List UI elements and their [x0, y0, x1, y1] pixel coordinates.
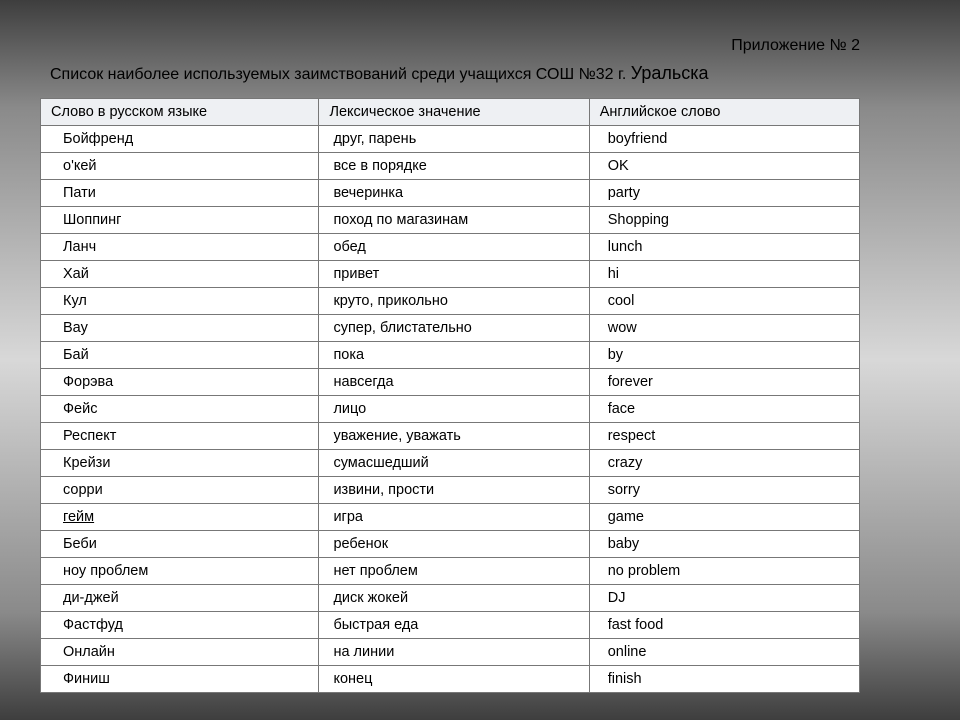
- table-row: Фейслицоface: [41, 396, 860, 423]
- cell-english: finish: [589, 666, 859, 693]
- cell-meaning: на линии: [319, 639, 589, 666]
- cell-meaning: супер, блистательно: [319, 315, 589, 342]
- col-header-english: Английское слово: [589, 99, 859, 126]
- cell-meaning: вечеринка: [319, 180, 589, 207]
- cell-russian: Крейзи: [41, 450, 319, 477]
- cell-english: online: [589, 639, 859, 666]
- cell-meaning: круто, прикольно: [319, 288, 589, 315]
- table-row: Пативечеринкаparty: [41, 180, 860, 207]
- table-body: Бойфренддруг, пареньboyfriendо'кейвсе в …: [41, 126, 860, 693]
- table-row: о'кейвсе в порядкеOK: [41, 153, 860, 180]
- document-title: Список наиболее используемых заимствован…: [40, 63, 920, 84]
- cell-russian: Кул: [41, 288, 319, 315]
- cell-english: baby: [589, 531, 859, 558]
- cell-english: OK: [589, 153, 859, 180]
- cell-russian: Бай: [41, 342, 319, 369]
- col-header-meaning: Лексическое значение: [319, 99, 589, 126]
- cell-english: by: [589, 342, 859, 369]
- cell-meaning: привет: [319, 261, 589, 288]
- cell-russian: Форэва: [41, 369, 319, 396]
- cell-russian: Финиш: [41, 666, 319, 693]
- cell-english: sorry: [589, 477, 859, 504]
- cell-meaning: все в порядке: [319, 153, 589, 180]
- cell-meaning: ребенок: [319, 531, 589, 558]
- table-row: Бебиребенокbaby: [41, 531, 860, 558]
- cell-meaning: навсегда: [319, 369, 589, 396]
- document-page: Приложение № 2 Список наиболее используе…: [40, 27, 920, 693]
- title-city: Уральска: [631, 63, 709, 83]
- table-row: Хайприветhi: [41, 261, 860, 288]
- table-row: Кулкруто, прикольноcool: [41, 288, 860, 315]
- cell-russian: гейм: [41, 504, 319, 531]
- cell-english: Shopping: [589, 207, 859, 234]
- cell-meaning: конец: [319, 666, 589, 693]
- cell-russian: Ланч: [41, 234, 319, 261]
- cell-meaning: игра: [319, 504, 589, 531]
- cell-meaning: лицо: [319, 396, 589, 423]
- cell-english: lunch: [589, 234, 859, 261]
- cell-meaning: пока: [319, 342, 589, 369]
- table-row: Бойфренддруг, пареньboyfriend: [41, 126, 860, 153]
- table-row: ди-джейдиск жокейDJ: [41, 585, 860, 612]
- table-row: Ваусупер, блистательноwow: [41, 315, 860, 342]
- cell-meaning: быстрая еда: [319, 612, 589, 639]
- cell-english: party: [589, 180, 859, 207]
- cell-english: hi: [589, 261, 859, 288]
- table-row: Фастфудбыстрая едаfast food: [41, 612, 860, 639]
- loanwords-table: Слово в русском языке Лексическое значен…: [40, 98, 860, 693]
- cell-english: respect: [589, 423, 859, 450]
- cell-russian: Шоппинг: [41, 207, 319, 234]
- title-prefix: Список наиболее используемых заимствован…: [50, 66, 631, 83]
- table-row: Онлайнна линииonline: [41, 639, 860, 666]
- cell-russian: Фастфуд: [41, 612, 319, 639]
- cell-meaning: поход по магазинам: [319, 207, 589, 234]
- cell-russian: Беби: [41, 531, 319, 558]
- table-row: ноу проблемнет проблемno problem: [41, 558, 860, 585]
- cell-russian: Фейс: [41, 396, 319, 423]
- cell-english: cool: [589, 288, 859, 315]
- cell-russian: Вау: [41, 315, 319, 342]
- cell-english: game: [589, 504, 859, 531]
- cell-russian: Онлайн: [41, 639, 319, 666]
- cell-english: wow: [589, 315, 859, 342]
- cell-meaning: диск жокей: [319, 585, 589, 612]
- table-row: сорриизвини, простиsorry: [41, 477, 860, 504]
- cell-meaning: друг, парень: [319, 126, 589, 153]
- cell-russian: Хай: [41, 261, 319, 288]
- cell-meaning: уважение, уважать: [319, 423, 589, 450]
- cell-russian: Респект: [41, 423, 319, 450]
- cell-russian: ноу проблем: [41, 558, 319, 585]
- cell-russian: Пати: [41, 180, 319, 207]
- appendix-label: Приложение № 2: [40, 37, 920, 55]
- cell-english: crazy: [589, 450, 859, 477]
- cell-meaning: обед: [319, 234, 589, 261]
- table-row: Респектуважение, уважатьrespect: [41, 423, 860, 450]
- table-row: геймиграgame: [41, 504, 860, 531]
- cell-english: forever: [589, 369, 859, 396]
- table-row: Байпокаby: [41, 342, 860, 369]
- table-header-row: Слово в русском языке Лексическое значен…: [41, 99, 860, 126]
- cell-russian: Бойфренд: [41, 126, 319, 153]
- cell-english: boyfriend: [589, 126, 859, 153]
- cell-russian: сорри: [41, 477, 319, 504]
- cell-meaning: извини, прости: [319, 477, 589, 504]
- table-row: Форэванавсегдаforever: [41, 369, 860, 396]
- table-row: Ланчобедlunch: [41, 234, 860, 261]
- cell-english: no problem: [589, 558, 859, 585]
- table-row: Финишконецfinish: [41, 666, 860, 693]
- cell-meaning: нет проблем: [319, 558, 589, 585]
- cell-russian: о'кей: [41, 153, 319, 180]
- cell-meaning: сумасшедший: [319, 450, 589, 477]
- table-row: Шоппингпоход по магазинамShopping: [41, 207, 860, 234]
- cell-english: DJ: [589, 585, 859, 612]
- cell-english: face: [589, 396, 859, 423]
- cell-english: fast food: [589, 612, 859, 639]
- cell-russian: ди-джей: [41, 585, 319, 612]
- table-row: Крейзисумасшедшийcrazy: [41, 450, 860, 477]
- col-header-russian: Слово в русском языке: [41, 99, 319, 126]
